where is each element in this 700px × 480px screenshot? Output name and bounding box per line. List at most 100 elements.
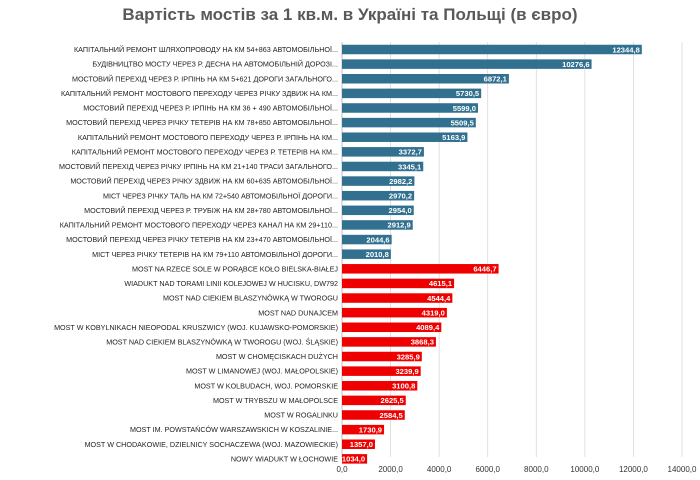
value-label: 3285,9 <box>397 352 420 361</box>
category-label: БУДІВНИЦТВО МОСТУ ЧЕРЕЗ Р. ДЕСНА НА АВТО… <box>92 60 338 69</box>
value-label: 2010,8 <box>366 250 389 259</box>
value-label: 5599,0 <box>453 104 476 113</box>
category-label: МОСТОВИЙ ПЕРЕХІД ЧЕРЕЗ РІЧКУ ЗДВИЖ НА КМ… <box>70 177 338 186</box>
category-label: NOWY WIADUKT W ŁOCHOWIE <box>231 454 338 463</box>
category-label: МОСТОВИЙ ПЕРЕХІД ЧЕРЕЗ РІЧКУ ТЕТЕРІВ НА … <box>66 235 338 244</box>
bar-ukraine <box>342 249 391 259</box>
value-label: 12344,8 <box>612 45 639 54</box>
value-label: 5509,5 <box>451 118 475 127</box>
bar-ukraine <box>342 59 592 69</box>
category-label: КАПІТАЛЬНИЙ РЕМОНТ МОСТОВОГО ПЕРЕХОДУ ЧЕ… <box>72 147 338 156</box>
bar-poland <box>342 337 436 347</box>
value-label: 2954,0 <box>389 206 412 215</box>
bar-poland <box>342 381 418 391</box>
value-label: 3868,3 <box>411 338 434 347</box>
value-label: 4319,0 <box>422 308 445 317</box>
category-label: MOST W TRYBSZU W MAŁOPOLSCE <box>213 396 338 405</box>
x-tick-label: 10000,0 <box>570 465 599 474</box>
category-label: КАПІТАЛЬНИЙ РЕМОНТ МОСТОВОГО ПЕРЕХОДУ ЧЕ… <box>61 89 338 98</box>
bar-ukraine <box>342 73 509 84</box>
value-label: 5730,5 <box>456 89 480 98</box>
category-label: MOST W KOBYLNIKACH NIEOPODAL KRUSZWICY (… <box>54 323 338 332</box>
value-label: 4089,4 <box>416 323 440 332</box>
x-tick-label: 4000,0 <box>427 465 452 474</box>
value-label: 1730,9 <box>359 425 382 434</box>
value-label: 2970,2 <box>389 192 412 201</box>
value-label: 4615,1 <box>429 279 453 288</box>
chart-title: Вартість мостів за 1 кв.м. в Україні та … <box>122 5 578 24</box>
category-label: WIADUKT NAD TORAMI LINII KOLEJOWEJ W HUC… <box>124 279 338 288</box>
bar-poland <box>342 366 421 376</box>
value-label: 2625,5 <box>381 396 405 405</box>
bar-poland <box>342 322 442 333</box>
category-label: MOST IM. POWSTAŃCÓW WARSZAWSKICH W KOSZA… <box>130 425 338 434</box>
category-label: МОСТОВИЙ ПЕРЕХІД ЧЕРЕЗ Р. ІРПІНЬ НА КМ 5… <box>72 74 338 83</box>
value-label: 1034,0 <box>342 455 365 464</box>
bar-poland <box>342 351 422 362</box>
bar-ukraine <box>342 117 476 128</box>
bar-ukraine <box>342 44 642 55</box>
bar-ukraine <box>342 103 478 113</box>
category-label: MOST NAD CIEKIEM BLASZYNÓWKĄ W TWOROGU <box>163 294 338 303</box>
category-labels: КАПІТАЛЬНИЙ РЕМОНТ ШЛЯХОПРОВОДУ НА КМ 54… <box>54 45 338 463</box>
bar-ukraine <box>342 147 424 157</box>
x-tick-label: 6000,0 <box>475 465 500 474</box>
value-label: 6872,1 <box>484 75 508 84</box>
value-label: 3372,7 <box>399 148 422 157</box>
bars <box>342 44 642 464</box>
bar-ukraine <box>342 161 424 172</box>
x-tick-label: 12000,0 <box>619 465 648 474</box>
value-label: 2912,9 <box>388 221 411 230</box>
category-label: КАПІТАЛЬНИЙ РЕМОНТ ШЛЯХОПРОВОДУ НА КМ 54… <box>74 45 338 54</box>
value-label: 3100,8 <box>392 382 415 391</box>
category-label: MOST W KOLBUDACH, WOJ. POMORSKIE <box>194 381 338 390</box>
bar-poland <box>342 395 406 406</box>
category-label: MOST NAD DUNAJCEM <box>258 308 338 317</box>
bar-ukraine <box>342 234 392 245</box>
value-label: 2982,2 <box>389 177 412 186</box>
value-label: 10276,6 <box>562 60 589 69</box>
x-axis-ticks: 0,0 2000,0 4000,0 6000,0 8000,0 10000,0 12000,… <box>336 465 697 474</box>
category-label: MOST W CHODAKOWIE, DZIELNICY SOCHACZEWA … <box>85 440 338 449</box>
category-label: MOST W CHOMĘCISKACH DUŻYCH <box>216 352 338 361</box>
value-label: 3345,1 <box>398 162 422 171</box>
value-label: 1357,0 <box>350 440 373 449</box>
bar-poland <box>342 264 499 274</box>
bar-ukraine <box>342 176 415 186</box>
category-label: MOST W ROGALINKU <box>264 411 338 420</box>
category-label: MOST W LIMANOWEJ (WOJ. MAŁOPOLSKIE) <box>186 367 338 376</box>
category-label: МОСТОВИЙ ПЕРЕХІД ЧЕРЕЗ РІЧКУ ІРПІНЬ НА К… <box>59 162 338 171</box>
bar-ukraine <box>342 220 413 230</box>
value-label: 6446,7 <box>473 265 496 274</box>
x-tick-label: 0,0 <box>336 465 348 474</box>
value-label: 5163,9 <box>442 133 465 142</box>
category-label: MOST NAD CIEKIEM BLASZYNÓWKĄ W TWOROGU (… <box>106 338 338 347</box>
category-label: КАПІТАЛЬНИЙ РЕМОНТ МОСТОВОГО ПЕРЕХОДУ ЧЕ… <box>78 133 338 142</box>
category-label: КАПІТАЛЬНИЙ РЕМОНТ МОСТОВОГО ПЕРЕХОДУ ЧЕ… <box>60 221 338 230</box>
value-labels: 12344,8 10276,6 6872,1 5730,5 5599,0 5509,5 51… <box>342 45 640 463</box>
x-tick-label: 14000,0 <box>668 465 697 474</box>
value-label: 3239,9 <box>395 367 418 376</box>
value-label: 2584,5 <box>380 411 404 420</box>
bar-poland <box>342 293 453 303</box>
category-label: МОСТОВИЙ ПЕРЕХІД ЧЕРЕЗ Р. ТРУБІЖ НА КМ 2… <box>84 206 338 215</box>
bar-poland <box>342 307 447 318</box>
bar-poland <box>342 454 368 464</box>
bar-ukraine <box>342 132 468 142</box>
bar-poland <box>342 410 405 420</box>
bar-ukraine <box>342 190 415 201</box>
category-label: МОСТОВИЙ ПЕРЕХІД ЧЕРЕЗ Р. ІРПІНЬ НА КМ 3… <box>83 104 338 113</box>
bar-poland <box>342 278 455 289</box>
bar-ukraine <box>342 205 414 216</box>
category-label: МОСТОВИЙ ПЕРЕХІД ЧЕРЕЗ РІЧКУ ТЕТЕРІВ НА … <box>66 118 338 127</box>
category-label: МІСТ ЧЕРЕЗ РІЧКУ ТЕТЕРІВ НА КМ 79+110 АВ… <box>92 250 338 259</box>
bar-ukraine <box>342 88 482 99</box>
value-label: 4544,4 <box>427 294 451 303</box>
value-label: 2044,6 <box>366 235 389 244</box>
x-tick-label: 2000,0 <box>378 465 403 474</box>
category-label: MOST NA RZECE SOLE W PORĄBCE KOŁO BIELSK… <box>132 264 338 273</box>
x-tick-label: 8000,0 <box>524 465 549 474</box>
bar-poland <box>342 439 375 449</box>
bar-poland <box>342 424 385 435</box>
